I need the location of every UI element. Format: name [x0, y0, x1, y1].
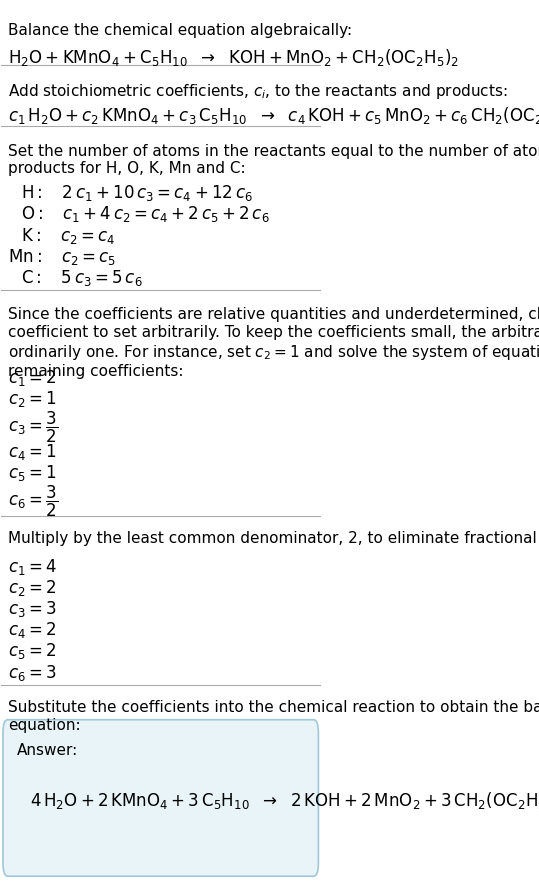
- Text: $4\,\mathrm{H_2O} + 2\,\mathrm{KMnO_4} + 3\,\mathrm{C_5H_{10}}$  $\rightarrow$  : $4\,\mathrm{H_2O} + 2\,\mathrm{KMnO_4} +…: [30, 790, 539, 811]
- Text: $c_5 = 2$: $c_5 = 2$: [8, 641, 56, 662]
- Text: $c_5 = 1$: $c_5 = 1$: [8, 463, 57, 483]
- Text: $c_4 = 2$: $c_4 = 2$: [8, 620, 56, 640]
- Text: $\mathrm{H_2O + KMnO_4 + C_5H_{10}}$  $\rightarrow$  $\mathrm{KOH + MnO_2 + CH_2: $\mathrm{H_2O + KMnO_4 + C_5H_{10}}$ $\r…: [8, 47, 459, 68]
- Text: Multiply by the least common denominator, 2, to eliminate fractional coefficient: Multiply by the least common denominator…: [8, 531, 539, 546]
- Text: $c_3 = \dfrac{3}{2}$: $c_3 = \dfrac{3}{2}$: [8, 410, 58, 445]
- Text: Add stoichiometric coefficients, $c_i$, to the reactants and products:: Add stoichiometric coefficients, $c_i$, …: [8, 82, 507, 101]
- Text: $\mathrm{K{:}}\quad c_2 = c_4$: $\mathrm{K{:}}\quad c_2 = c_4$: [20, 226, 115, 245]
- Text: $c_2 = 1$: $c_2 = 1$: [8, 389, 57, 409]
- Text: $c_1\,\mathrm{H_2O} + c_2\,\mathrm{KMnO_4} + c_3\,\mathrm{C_5H_{10}}$  $\rightar: $c_1\,\mathrm{H_2O} + c_2\,\mathrm{KMnO_…: [8, 105, 539, 126]
- Text: $c_4 = 1$: $c_4 = 1$: [8, 442, 57, 462]
- FancyBboxPatch shape: [3, 720, 319, 876]
- Text: $c_6 = \dfrac{3}{2}$: $c_6 = \dfrac{3}{2}$: [8, 484, 58, 519]
- Text: Balance the chemical equation algebraically:: Balance the chemical equation algebraica…: [8, 23, 352, 39]
- Text: $c_1 = 2$: $c_1 = 2$: [8, 368, 56, 388]
- Text: $c_1 = 4$: $c_1 = 4$: [8, 557, 57, 577]
- Text: Substitute the coefficients into the chemical reaction to obtain the balanced
eq: Substitute the coefficients into the che…: [8, 700, 539, 733]
- Text: $\mathrm{O{:}}\quad c_1 + 4\,c_2 = c_4 + 2\,c_5 + 2\,c_6$: $\mathrm{O{:}}\quad c_1 + 4\,c_2 = c_4 +…: [20, 205, 270, 225]
- Text: Since the coefficients are relative quantities and underdetermined, choose a
coe: Since the coefficients are relative quan…: [8, 307, 539, 379]
- Text: Answer:: Answer:: [17, 744, 79, 759]
- Text: Set the number of atoms in the reactants equal to the number of atoms in the
pro: Set the number of atoms in the reactants…: [8, 144, 539, 176]
- Text: $\mathrm{H{:}}\quad 2\,c_1 + 10\,c_3 = c_4 + 12\,c_6$: $\mathrm{H{:}}\quad 2\,c_1 + 10\,c_3 = c…: [20, 183, 252, 204]
- Text: $\mathrm{C{:}}\quad 5\,c_3 = 5\,c_6$: $\mathrm{C{:}}\quad 5\,c_3 = 5\,c_6$: [20, 268, 142, 288]
- Text: $c_3 = 3$: $c_3 = 3$: [8, 599, 57, 619]
- Text: $c_6 = 3$: $c_6 = 3$: [8, 662, 57, 683]
- Text: $\mathrm{Mn{:}}\quad c_2 = c_5$: $\mathrm{Mn{:}}\quad c_2 = c_5$: [8, 247, 116, 266]
- Text: $c_2 = 2$: $c_2 = 2$: [8, 579, 56, 598]
